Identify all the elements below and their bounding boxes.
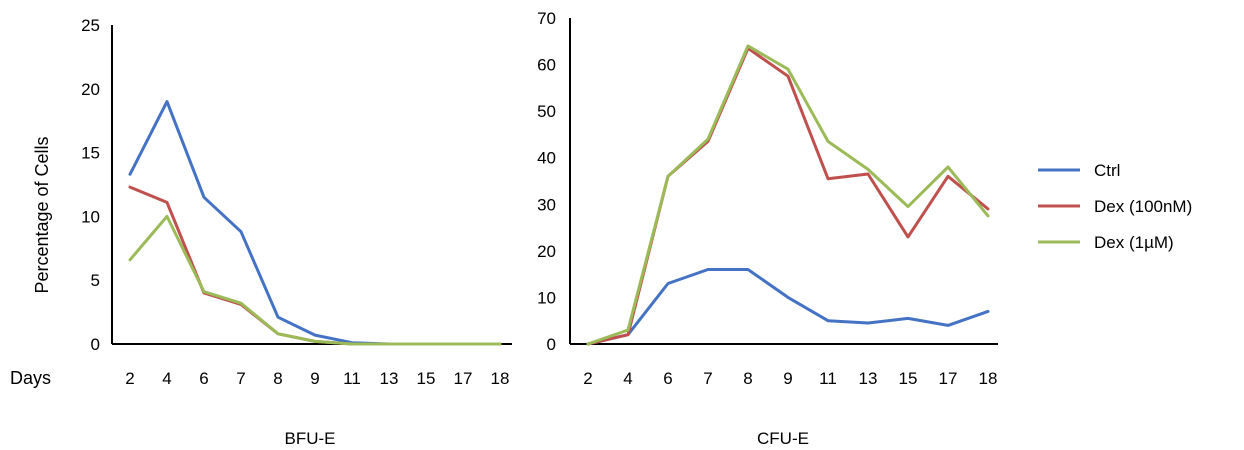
x-axis-label-days: Days xyxy=(10,368,51,388)
y-tick-label: 40 xyxy=(537,149,556,168)
x-tick-label: 7 xyxy=(703,369,712,388)
y-tick-label: 10 xyxy=(81,207,100,226)
y-tick-label: 5 xyxy=(91,271,100,290)
y-axis-label: Percentage of Cells xyxy=(32,136,52,293)
x-tick-label: 17 xyxy=(939,369,958,388)
x-tick-label: 15 xyxy=(417,369,436,388)
x-tick-label: 15 xyxy=(899,369,918,388)
y-tick-label: 20 xyxy=(81,80,100,99)
x-tick-label: 7 xyxy=(236,369,245,388)
x-tick-label: 4 xyxy=(623,369,632,388)
y-tick-label: 15 xyxy=(81,144,100,163)
series-line-dex-100nm xyxy=(586,46,990,346)
y-tick-label: 0 xyxy=(547,335,556,354)
x-tick-label: 11 xyxy=(819,369,837,388)
x-tick-label: 9 xyxy=(310,369,319,388)
y-tick-label: 30 xyxy=(537,195,556,214)
x-tick-label: 18 xyxy=(979,369,998,388)
x-tick-label: 18 xyxy=(491,369,510,388)
series-line-dex-100nm xyxy=(128,185,502,346)
x-tick-label: 13 xyxy=(859,369,878,388)
y-tick-label: 60 xyxy=(537,56,556,75)
series-line-dex-1-m xyxy=(586,44,990,346)
x-tick-label: 6 xyxy=(199,369,208,388)
y-tick-label: 50 xyxy=(537,102,556,121)
x-tick-label: 17 xyxy=(454,369,473,388)
x-tick-label: 9 xyxy=(783,369,792,388)
legend: Ctrl Dex (100nM) Dex (1µM) xyxy=(1038,161,1192,252)
x-tick-label: 6 xyxy=(663,369,672,388)
y-tick-label: 10 xyxy=(537,288,556,307)
series-line-ctrl xyxy=(586,268,990,346)
y-tick-label: 0 xyxy=(91,335,100,354)
x-tick-label: 8 xyxy=(743,369,752,388)
series-line-dex-1-m xyxy=(128,214,502,346)
x-tick-label: 11 xyxy=(343,369,361,388)
chart-cfu-e: 0 10 20 30 40 50 60 70 2 4 6 7 8 9 11 13 15 17 18 CFU-E xyxy=(537,9,998,448)
x-tick-label: 2 xyxy=(125,369,134,388)
legend-label: Ctrl xyxy=(1094,161,1120,180)
x-tick-label: 2 xyxy=(583,369,592,388)
legend-label: Dex (1µM) xyxy=(1094,233,1174,252)
x-tick-label: 8 xyxy=(273,369,282,388)
chart-bfu-e: 0 5 10 15 20 25 2 4 6 7 8 9 11 13 15 17 18 BFU-E xyxy=(81,16,512,448)
chart-title: CFU-E xyxy=(757,429,809,448)
legend-label: Dex (100nM) xyxy=(1094,197,1192,216)
y-tick-label: 20 xyxy=(537,242,556,261)
y-tick-label: 25 xyxy=(81,16,100,35)
chart-title: BFU-E xyxy=(285,429,336,448)
series-line-ctrl xyxy=(128,100,502,346)
y-tick-label: 70 xyxy=(537,9,556,28)
x-tick-label: 13 xyxy=(380,369,399,388)
x-tick-label: 4 xyxy=(162,369,171,388)
